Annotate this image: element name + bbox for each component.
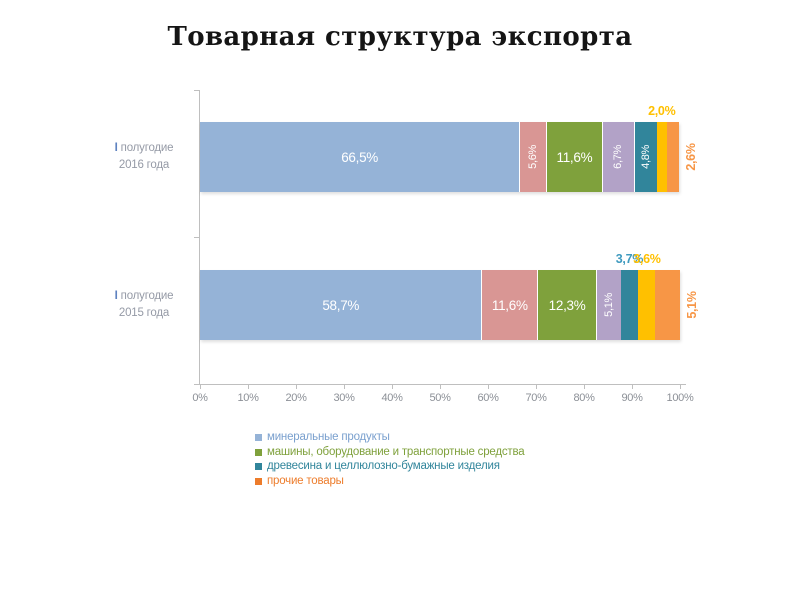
legend-label: прочие товары [267, 474, 344, 487]
bar-segment: 5,1% [596, 270, 621, 340]
x-axis-tick [248, 384, 249, 389]
stacked-bar: 66,5% 5,6% 11,6% 6,7% 4,8% 2,0% 2,6% [200, 104, 698, 192]
segment-value-label: 58,7% [322, 297, 360, 313]
legend-label: минеральные продукты [267, 431, 390, 443]
segment-value-label: 66,5% [341, 149, 378, 165]
legend-marker [255, 448, 262, 456]
bar-segment [638, 270, 656, 340]
legend-item: машины, оборудование и транспортные сред… [255, 445, 525, 460]
segment-value-label: 3,6% [633, 252, 661, 266]
bar-segment: 66,5% [200, 122, 520, 192]
category-numeral: I [114, 141, 118, 154]
legend-marker [255, 463, 262, 470]
bar-segment: 4,8% [633, 122, 657, 192]
legend-item: минеральные продукты [255, 431, 524, 445]
x-axis-tick-label: 80% [573, 392, 595, 404]
bar-segment: 11,6% [481, 270, 538, 340]
x-axis-tick [680, 384, 681, 389]
bar-segment [655, 270, 680, 340]
x-axis-tick-label: 0% [192, 392, 208, 404]
bar-segment [656, 122, 667, 192]
x-axis-tick [584, 384, 585, 389]
segment-value-label: 11,6% [491, 297, 528, 313]
plot-area: 66,5% 5,6% 11,6% 6,7% 4,8% 2,0% 2,6% I полугоди… [115, 90, 699, 404]
segment-value-label: 5,1% [685, 291, 699, 319]
x-axis-tick-label: 60% [477, 392, 499, 404]
segment-value-label: 5,6% [527, 145, 540, 169]
segment-value-label: 3,7% [615, 252, 644, 266]
category-numeral: I [114, 289, 118, 302]
x-axis-tick [440, 384, 441, 389]
segment-value-label: 2,0% [648, 104, 676, 118]
bar-segment: 12,3% [537, 270, 597, 340]
x-axis-tick-label: 100% [666, 392, 694, 404]
segment-value-label: 4,8% [639, 145, 652, 169]
category-label-line: I полугодие [114, 141, 174, 154]
x-axis-tick [536, 384, 537, 389]
stacked-bar: 58,7% 11,6% 12,3% 5,1% 3,7% 3,6% 5,1% [200, 252, 699, 340]
x-axis-tick-label: 40% [381, 392, 403, 404]
bar-segment: 5,6% [519, 122, 547, 192]
segment-value-label: 2,6% [684, 143, 699, 171]
legend-marker [255, 434, 262, 441]
segment-value-label: 12,3% [548, 297, 586, 313]
x-axis-tick-label: 30% [333, 392, 355, 404]
category-label: I полугодие 2015 года [98, 270, 190, 340]
bar-segment [666, 122, 679, 192]
x-axis-tick [392, 384, 393, 389]
legend-item: прочие товары [255, 475, 524, 489]
bar-segment: 58,7% [200, 270, 482, 340]
category-label-line: I полугодие [114, 289, 174, 302]
legend-label: машины, оборудование и транспортные сред… [267, 445, 525, 458]
x-axis-tick-label: 10% [237, 392, 259, 404]
y-axis-tick [194, 237, 199, 238]
x-axis-tick [632, 384, 633, 389]
legend-item: древесина и целлюлозно-бумажные изделия [255, 460, 524, 474]
x-axis-tick [200, 384, 201, 389]
legend-marker [255, 477, 262, 485]
x-axis-tick-label: 90% [621, 392, 643, 404]
bar-segment [620, 270, 639, 340]
bar-segment: 6,7% [601, 122, 634, 192]
x-axis-tick-label: 70% [525, 392, 547, 404]
y-axis-line [199, 90, 200, 385]
category-label: I полугодие 2016 года [98, 122, 190, 192]
chart-title: Товарная структура экспорта [167, 22, 633, 52]
x-axis-tick [488, 384, 489, 389]
x-axis-tick [344, 384, 345, 389]
category-label-line: 2016 года [118, 159, 170, 171]
legend-label: древесина и целлюлозно-бумажные изделия [267, 460, 500, 472]
bar-segment: 11,6% [546, 122, 602, 192]
x-axis-tick-label: 50% [429, 392, 451, 404]
segment-value-label: 6,7% [612, 145, 625, 169]
y-axis-tick [194, 90, 199, 91]
segment-value-label: 5,1% [602, 293, 615, 317]
legend: минеральные продукты машины, оборудование… [255, 431, 525, 489]
x-axis-tick-label: 20% [285, 392, 307, 404]
x-axis-tick [296, 384, 297, 389]
segment-value-label: 11,6% [556, 149, 593, 165]
category-label-line: 2015 года [118, 307, 170, 319]
